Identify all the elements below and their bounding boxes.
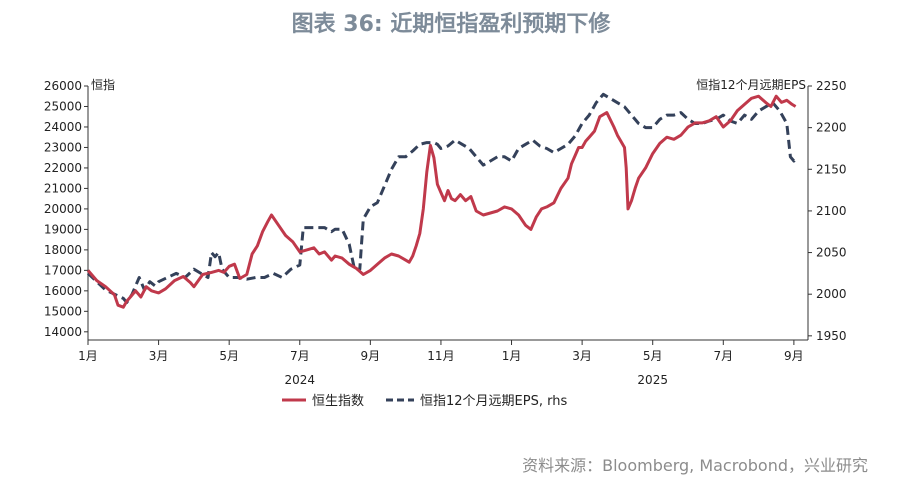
year-label: 2025 bbox=[637, 373, 668, 387]
chart-axis-labels: 14000 15000 16000 17000 18000 19000 20000 21000… bbox=[44, 77, 847, 387]
x-tick-label: 9月 bbox=[784, 349, 804, 363]
x-tick-label: 1月 bbox=[502, 349, 522, 363]
year-label: 2024 bbox=[284, 373, 315, 387]
y-left-tick-label: 16000 bbox=[44, 284, 82, 298]
source-note: 资料来源：Bloomberg, Macrobond，兴业研究 bbox=[522, 456, 868, 475]
series-line-hsi bbox=[86, 94, 797, 309]
legend-label-hsi: 恒生指数 bbox=[312, 394, 364, 409]
y-left-tick-label: 22000 bbox=[44, 161, 82, 175]
y-right-tick-label: 2250 bbox=[816, 79, 847, 93]
y-right-tick-label: 2150 bbox=[816, 162, 847, 176]
y-right-tick-label: 2050 bbox=[816, 246, 847, 260]
x-tick-label: 5月 bbox=[219, 349, 239, 363]
x-tick-label: 5月 bbox=[643, 349, 663, 363]
x-tick-label: 3月 bbox=[572, 349, 592, 363]
y-left-axis-label: 恒指 bbox=[91, 77, 115, 92]
y-right-tick-label: 2100 bbox=[816, 204, 847, 218]
chart-lines bbox=[86, 92, 797, 309]
y-left-tick-label: 24000 bbox=[44, 120, 82, 134]
y-left-tick-label: 25000 bbox=[44, 99, 82, 113]
x-tick-label: 9月 bbox=[361, 349, 381, 363]
y-left-tick-label: 15000 bbox=[44, 304, 82, 318]
y-left-tick-label: 23000 bbox=[44, 140, 82, 154]
y-left-tick-label: 18000 bbox=[44, 243, 82, 257]
series-line-eps bbox=[86, 92, 797, 304]
y-right-axis-label: 恒指12个月远期EPS bbox=[696, 77, 806, 92]
y-right-tick-label: 2200 bbox=[816, 121, 847, 135]
chart-axes bbox=[84, 85, 812, 345]
y-left-tick-label: 14000 bbox=[44, 325, 82, 339]
y-left-tick-label: 20000 bbox=[44, 202, 82, 216]
y-left-tick-label: 19000 bbox=[44, 222, 82, 236]
x-tick-label: 7月 bbox=[290, 349, 310, 363]
y-left-tick-label: 17000 bbox=[44, 263, 82, 277]
y-left-tick-label: 26000 bbox=[44, 79, 82, 93]
y-left-tick-label: 21000 bbox=[44, 181, 82, 195]
x-tick-label: 1月 bbox=[78, 349, 98, 363]
y-right-tick-label: 2000 bbox=[816, 287, 847, 301]
chart-title: 图表 36: 近期恒指盈利预期下修 bbox=[291, 12, 611, 37]
chart-legend: 恒生指数 恒指12个月远期EPS, rhs bbox=[282, 394, 567, 409]
x-tick-label: 7月 bbox=[713, 349, 733, 363]
legend-label-eps: 恒指12个月远期EPS, rhs bbox=[420, 394, 567, 409]
x-tick-label: 11月 bbox=[427, 349, 454, 363]
y-right-tick-label: 1950 bbox=[816, 329, 847, 343]
x-tick-label: 3月 bbox=[149, 349, 169, 363]
